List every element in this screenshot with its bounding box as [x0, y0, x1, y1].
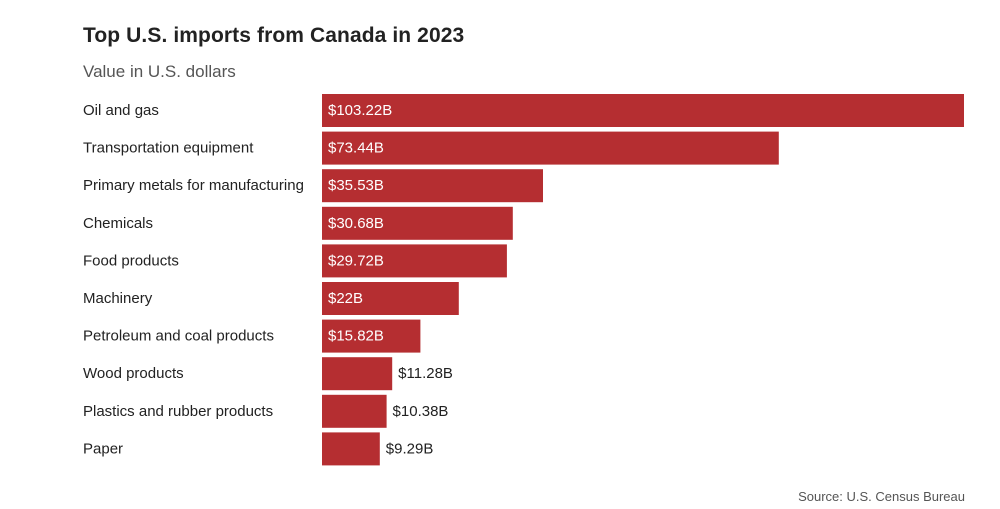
category-label: Oil and gas — [83, 102, 159, 119]
category-label: Machinery — [83, 290, 153, 307]
bar — [322, 282, 459, 315]
category-label: Transportation equipment — [83, 140, 254, 157]
value-label: $11.28B — [398, 365, 453, 382]
value-label: $73.44B — [328, 140, 384, 157]
value-label: $103.22B — [328, 102, 392, 119]
category-label: Paper — [83, 440, 123, 457]
value-label: $15.82B — [328, 328, 384, 345]
bar — [322, 131, 779, 165]
bar — [322, 432, 380, 466]
bar — [322, 206, 513, 240]
category-label: Petroleum and coal products — [83, 328, 274, 345]
bar — [322, 394, 387, 428]
value-label: $35.53B — [328, 177, 384, 194]
value-label: $10.38B — [393, 403, 449, 420]
category-label: Primary metals for manufacturing — [83, 177, 304, 194]
source-note: Source: U.S. Census Bureau — [798, 489, 965, 504]
bar — [322, 357, 393, 391]
category-label: Plastics and rubber products — [83, 403, 273, 420]
category-label: Wood products — [83, 365, 184, 382]
value-label: $29.72B — [328, 252, 384, 269]
value-label: $22B — [328, 290, 363, 307]
category-label: Chemicals — [83, 215, 153, 232]
chart-title: Top U.S. imports from Canada in 2023 — [83, 24, 465, 47]
value-label: $30.68B — [328, 215, 384, 232]
category-label: Food products — [83, 252, 179, 269]
value-label: $9.29B — [386, 440, 434, 457]
bar — [322, 319, 421, 353]
bar — [322, 94, 964, 127]
chart-subtitle: Value in U.S. dollars — [83, 62, 236, 81]
bar — [322, 169, 543, 203]
bar — [322, 244, 507, 278]
